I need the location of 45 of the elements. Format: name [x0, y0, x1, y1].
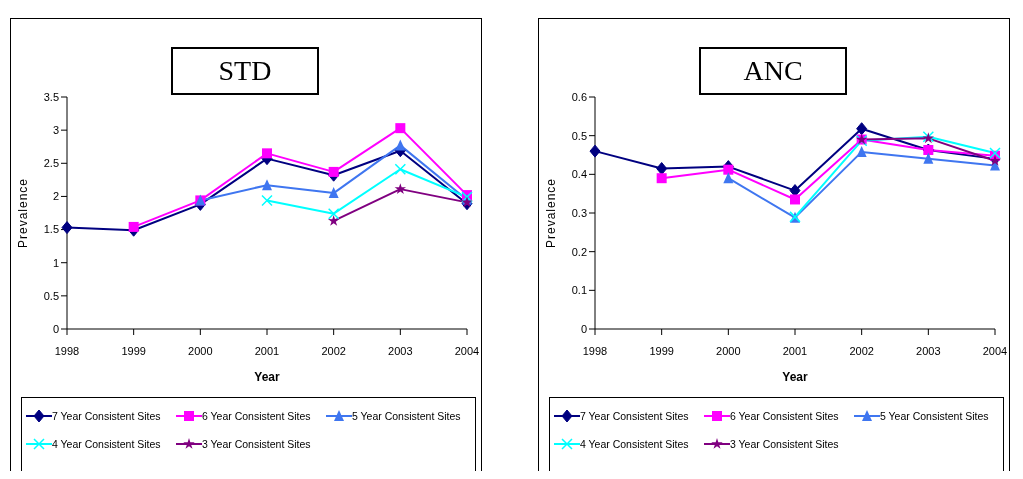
chart-title: STD	[171, 47, 319, 95]
legend-label: 5 Year Consistent Sites	[880, 410, 989, 422]
y-tick-label: 1	[52, 256, 59, 269]
legend-label: 5 Year Consistent Sites	[352, 410, 461, 422]
legend-label: 4 Year Consistent Sites	[52, 438, 161, 450]
legend-label: 6 Year Consistent Sites	[202, 410, 311, 422]
y-axis-title: Prevalence	[544, 177, 559, 249]
y-tick-label: 0.5	[571, 129, 587, 142]
y-tick-label: 0.6	[571, 90, 587, 103]
x-tick-label: 2001	[782, 344, 808, 357]
legend-label: 4 Year Consistent Sites	[580, 438, 689, 450]
x-tick-label: 1998	[582, 344, 608, 357]
x-tick-label: 2003	[916, 344, 941, 357]
y-tick-label: 0	[580, 322, 587, 335]
x-tick-label: 2001	[254, 344, 280, 357]
x-tick-label: 1998	[54, 344, 80, 357]
legend-label: 3 Year Consistent Sites	[202, 438, 311, 450]
y-axis-title: Prevalence	[16, 177, 31, 249]
x-tick-label: 1999	[649, 344, 674, 357]
legend-label: 3 Year Consistent Sites	[730, 438, 839, 450]
y-tick-label: 0.5	[43, 289, 59, 302]
y-tick-label: 3	[52, 124, 59, 137]
x-tick-label: 2004	[454, 344, 480, 357]
y-tick-label: 0.1	[571, 284, 587, 297]
y-tick-label: 0.2	[571, 245, 587, 258]
x-tick-label: 2002	[849, 344, 874, 357]
x-tick-label: 2000	[188, 344, 213, 357]
legend-label: 7 Year Consistent Sites	[580, 410, 689, 422]
y-tick-label: 0.4	[571, 168, 587, 181]
x-axis-title: Year	[782, 370, 809, 384]
chart-title: ANC	[699, 47, 847, 95]
x-tick-label: 2002	[321, 344, 346, 357]
y-tick-label: 3.5	[43, 90, 59, 103]
x-tick-label: 2000	[716, 344, 741, 357]
y-tick-label: 1.5	[43, 223, 59, 236]
x-axis-title: Year	[254, 370, 281, 384]
x-tick-label: 1999	[121, 344, 146, 357]
legend-label: 6 Year Consistent Sites	[730, 410, 839, 422]
y-tick-label: 2.5	[43, 157, 59, 170]
y-tick-label: 0	[52, 322, 59, 335]
x-tick-label: 2004	[982, 344, 1008, 357]
x-tick-label: 2003	[388, 344, 413, 357]
y-tick-label: 2	[52, 190, 59, 203]
legend-label: 7 Year Consistent Sites	[52, 410, 161, 422]
y-tick-label: 0.3	[571, 206, 587, 219]
